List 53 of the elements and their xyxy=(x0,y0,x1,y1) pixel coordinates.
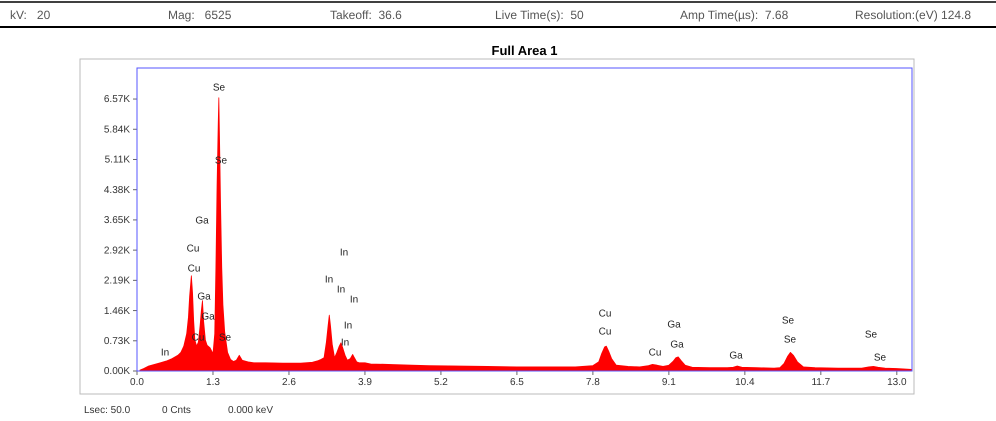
annotation: Cu xyxy=(648,348,662,359)
y-tick-label: 6.57K xyxy=(104,94,130,106)
annotation: In xyxy=(350,294,358,306)
annotation: Cu xyxy=(186,244,200,255)
annotation: Ga xyxy=(195,216,210,227)
x-tick-label: 0.0 xyxy=(130,377,144,388)
annotation: Cu xyxy=(188,264,200,275)
annotation: Se xyxy=(874,352,887,364)
annotation: Cu xyxy=(598,326,612,338)
annotation: In xyxy=(324,274,334,286)
x-tick-label: 2.6 xyxy=(282,377,296,388)
annotation: Ga xyxy=(197,292,212,303)
text: 0 Cnts xyxy=(162,405,191,416)
annotation: In xyxy=(344,320,352,332)
annotation: Se xyxy=(864,330,878,341)
x-tick-label: 1.3 xyxy=(206,377,220,388)
text: kV: 20 xyxy=(10,8,51,22)
text: Lsec: 50.0 xyxy=(84,405,131,416)
y-tick-label: 0.00K xyxy=(104,366,130,378)
text: Takeoff: 36.6 xyxy=(330,8,402,22)
y-tick-label: 4.38K xyxy=(104,184,130,196)
annotation: Se xyxy=(784,334,797,346)
annotation: In xyxy=(340,248,348,259)
chart-title: Full Area 1 xyxy=(492,43,558,58)
y-tick-label: 5.11K xyxy=(104,154,130,166)
y-tick-label: 3.65K xyxy=(104,215,130,226)
y-tick-label: 2.92K xyxy=(104,245,130,256)
text: Resolution:(eV) 124.8 xyxy=(855,8,972,22)
text: 0.000 keV xyxy=(228,405,274,416)
annotation: In xyxy=(340,338,350,349)
x-tick-label: 6.5 xyxy=(510,377,524,388)
annotation: In xyxy=(336,284,346,296)
y-tick-label: 1.46K xyxy=(104,306,130,317)
y-tick-label: 2.19K xyxy=(104,276,130,287)
y-tick-label: 0.73K xyxy=(104,336,130,347)
x-tick-label: 10.4 xyxy=(735,377,756,388)
x-tick-label: 7.8 xyxy=(586,377,600,388)
x-tick-label: 5.2 xyxy=(434,377,448,388)
annotation: Se xyxy=(782,316,795,327)
y-tick-label: 5.84K xyxy=(104,124,130,136)
annotation: Cu xyxy=(598,308,612,320)
x-tick-label: 3.9 xyxy=(358,377,372,388)
annotation: Se xyxy=(212,82,226,94)
text: Mag: 6525 xyxy=(168,8,232,22)
x-tick-label: 9.1 xyxy=(662,377,676,388)
annotation: Ga xyxy=(667,320,682,331)
text: Amp Time(µs): 7.68 xyxy=(680,8,789,22)
annotation: In xyxy=(160,348,170,359)
x-tick-label: 11.7 xyxy=(811,377,831,388)
text: Live Time(s): 50 xyxy=(495,8,584,22)
x-tick-label: 13.0 xyxy=(887,377,907,388)
annotation: Ga xyxy=(670,340,684,351)
annotation: Ga xyxy=(729,350,744,362)
